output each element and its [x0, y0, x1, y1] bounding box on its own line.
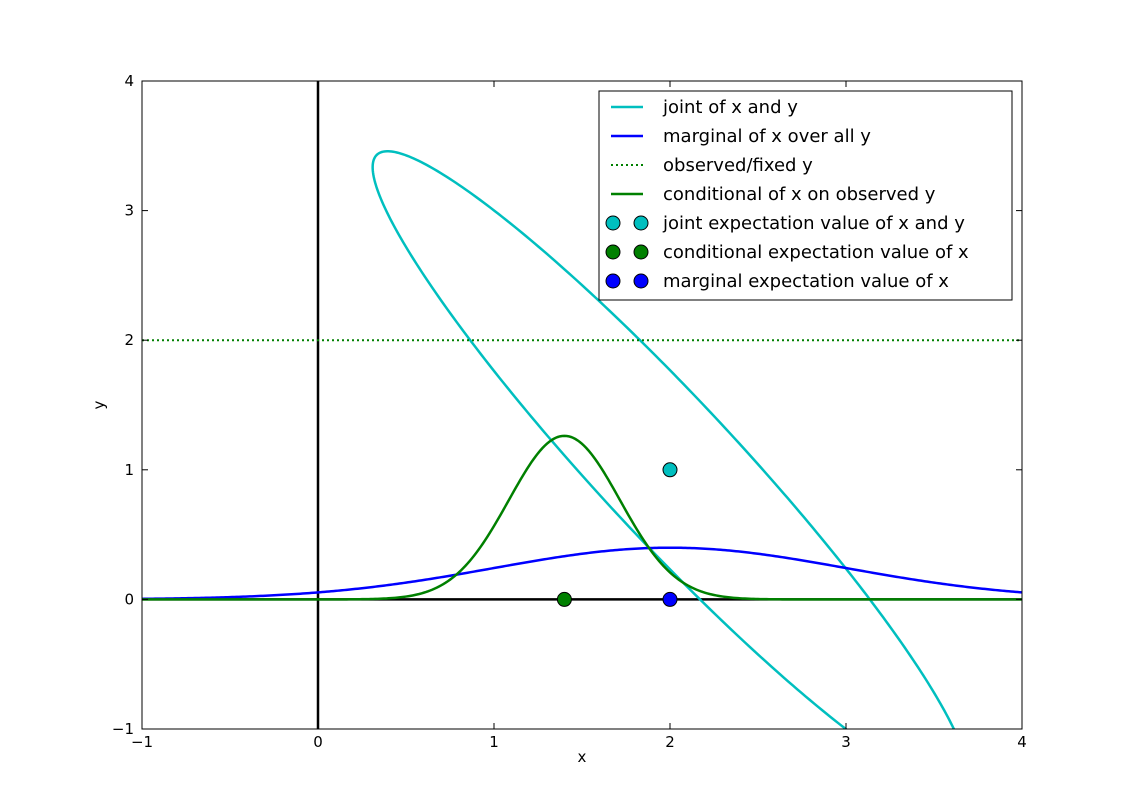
x-tick-label: 2: [665, 733, 675, 751]
point-marginal-expectation-value-of-x: [662, 591, 678, 607]
series-joint-of-x-and-y: [371, 149, 956, 729]
y-tick-label: 2: [124, 331, 134, 349]
point-conditional-expectation-value-of-x: [556, 591, 572, 607]
legend-marker-marginal-expectation-value-of-x: [633, 273, 649, 289]
legend-label-joint-expectation-value-of-x-and-y: joint expectation value of x and y: [662, 213, 965, 234]
plot-area: [142, 81, 1022, 729]
series-marginal-of-x-over-all-y: [142, 546, 1022, 601]
legend-marker-conditional-expectation-value-of-x: [633, 244, 649, 260]
legend-label-observed-fixed-y: observed/fixed y: [663, 155, 813, 176]
y-tick-label: −1: [112, 720, 134, 738]
legend-marker-marginal-expectation-value-of-x: [605, 273, 621, 289]
legend-box: [598, 90, 1013, 301]
point-joint-expectation-value-of-x-and-y: [662, 462, 678, 478]
y-tick-label: 3: [124, 202, 134, 220]
x-tick-label: 4: [1017, 733, 1027, 751]
legend-marker-joint-expectation-value-of-x-and-y: [633, 215, 649, 231]
series-conditional-of-x-on-observed-y: [142, 434, 1022, 601]
x-tick-label: 3: [841, 733, 851, 751]
legend-label-conditional-of-x-on-observed-y: conditional of x on observed y: [663, 184, 936, 205]
x-tick-label: −1: [131, 733, 153, 751]
axis-ticks: −1 0 1 2 3 4 −1 0 1 2 3 4: [112, 72, 1027, 751]
legend: joint of x and y marginal of x over all y…: [598, 90, 1013, 301]
y-tick-label: 1: [124, 461, 134, 479]
x-tick-label: 1: [489, 733, 499, 751]
y-axis-label: y: [90, 400, 108, 409]
legend-label-conditional-expectation-value-of-x: conditional expectation value of x: [663, 242, 969, 263]
legend-label-marginal-expectation-value-of-x: marginal expectation value of x: [663, 271, 949, 292]
x-axis-label: x: [578, 748, 587, 766]
plot-frame: [141, 80, 1023, 730]
y-tick-label: 4: [124, 72, 134, 90]
legend-label-marginal-of-x-over-all-y: marginal of x over all y: [663, 126, 871, 147]
y-tick-label: 0: [124, 590, 134, 608]
legend-label-joint-of-x-and-y: joint of x and y: [662, 97, 798, 118]
legend-marker-conditional-expectation-value-of-x: [605, 244, 621, 260]
x-tick-label: 0: [313, 733, 323, 751]
legend-marker-joint-expectation-value-of-x-and-y: [605, 215, 621, 231]
